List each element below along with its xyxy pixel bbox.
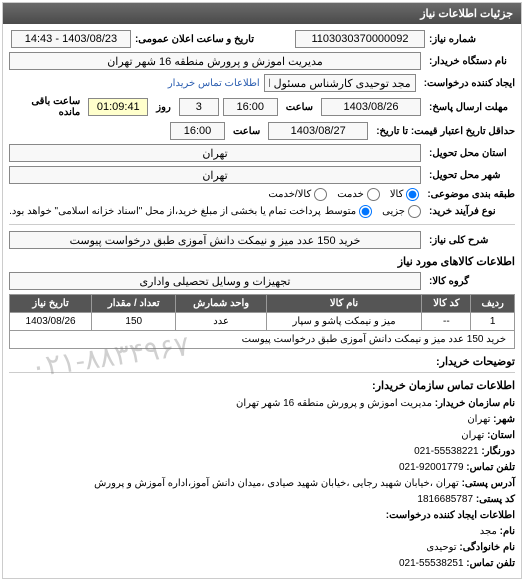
buyer-contact-title: اطلاعات تماس سازمان خریدار: (9, 379, 515, 392)
table-desc-row: خرید 150 عدد میز و نیمکت دانش آموزی طبق … (10, 331, 515, 349)
goods-table: ردیف کد کالا نام کالا واحد شمارش تعداد /… (9, 294, 515, 349)
th-1: کد کالا (422, 295, 471, 313)
label-niaz-no: شماره نیاز: (425, 34, 515, 45)
label-public-time: تاریخ و ساعت اعلان عمومی: (131, 34, 258, 45)
device-name-input[interactable] (9, 52, 421, 70)
label-min-expire: حداقل تاریخ اعتبار قیمت: تا تاریخ: (372, 126, 515, 137)
buyer-info-block: نام سازمان خریدار: مدیریت اموزش و پرورش … (9, 396, 515, 572)
deadline-hour-input[interactable] (223, 98, 278, 116)
th-4: تعداد / مقدار (92, 295, 176, 313)
table-row: 1 -- میز و نیمکت پاشو و سپار عدد 150 140… (10, 313, 515, 331)
details-panel: جزئیات اطلاعات نیاز شماره نیاز: تاریخ و … (2, 2, 522, 579)
city-input[interactable] (9, 166, 421, 184)
description-input[interactable] (9, 231, 421, 249)
expire-date-input[interactable] (268, 122, 368, 140)
radio-jozi-input[interactable] (408, 205, 421, 218)
radio-khadmat[interactable]: خدمت (337, 188, 380, 201)
province-input[interactable] (9, 144, 421, 162)
label-deadline: مهلت ارسال پاسخ: (425, 102, 515, 113)
deadline-date-input[interactable] (321, 98, 421, 116)
goods-group-input[interactable] (9, 272, 421, 290)
niaz-no-input[interactable] (295, 30, 425, 48)
label-hour-2: ساعت (229, 126, 264, 137)
table-header-row: ردیف کد کالا نام کالا واحد شمارش تعداد /… (10, 295, 515, 313)
goods-info-title: اطلاعات کالاهای مورد نیاز (9, 255, 515, 268)
panel-title: جزئیات اطلاعات نیاز (3, 3, 521, 24)
th-2: نام کالا (266, 295, 422, 313)
radio-motevaset[interactable]: متوسط (325, 205, 372, 218)
radio-kk-input[interactable] (314, 188, 327, 201)
panel-body: شماره نیاز: تاریخ و ساعت اعلان عمومی: نا… (3, 24, 521, 578)
th-3: واحد شمارش (176, 295, 266, 313)
radio-khadmat-input[interactable] (367, 188, 380, 201)
deadline-remain-input[interactable] (88, 98, 148, 116)
deadline-day-input[interactable] (179, 98, 219, 116)
radio-kala-khadmat[interactable]: کالا/خدمت (268, 188, 327, 201)
radio-jozi[interactable]: جزیی (382, 205, 421, 218)
public-time-input[interactable] (11, 30, 131, 48)
creator-input[interactable] (264, 74, 416, 92)
buyer-desc-title: توضیحات خریدار: (9, 355, 515, 368)
process-radio-group: جزیی متوسط (325, 205, 421, 218)
radio-kala[interactable]: کالا (390, 188, 420, 201)
buyer-contact-link[interactable]: اطلاعات تماس خریدار (168, 78, 260, 89)
label-description: شرح کلی نیاز: (425, 235, 515, 246)
label-day: روز (152, 102, 175, 113)
th-0: ردیف (471, 295, 515, 313)
radio-motevaset-input[interactable] (359, 205, 372, 218)
label-creator: ایجاد کننده درخواست: (420, 78, 515, 89)
label-category: طبقه بندی موضوعی: (423, 189, 515, 200)
label-process: نوع فرآیند خرید: (425, 206, 515, 217)
label-goods-group: گروه کالا: (425, 276, 515, 287)
label-hour-1: ساعت (282, 102, 317, 113)
label-remaining: ساعت باقی مانده (9, 96, 84, 118)
radio-kala-input[interactable] (406, 188, 419, 201)
category-radio-group: کالا خدمت کالا/خدمت (268, 188, 419, 201)
th-5: تاریخ نیاز (10, 295, 92, 313)
label-city: شهر محل تحویل: (425, 170, 515, 181)
label-device-name: نام دستگاه خریدار: (425, 56, 515, 67)
label-province: استان محل تحویل: (425, 148, 515, 159)
process-note: پرداخت تمام یا بخشی از مبلغ خرید،از محل … (9, 206, 321, 217)
expire-hour-input[interactable] (170, 122, 225, 140)
